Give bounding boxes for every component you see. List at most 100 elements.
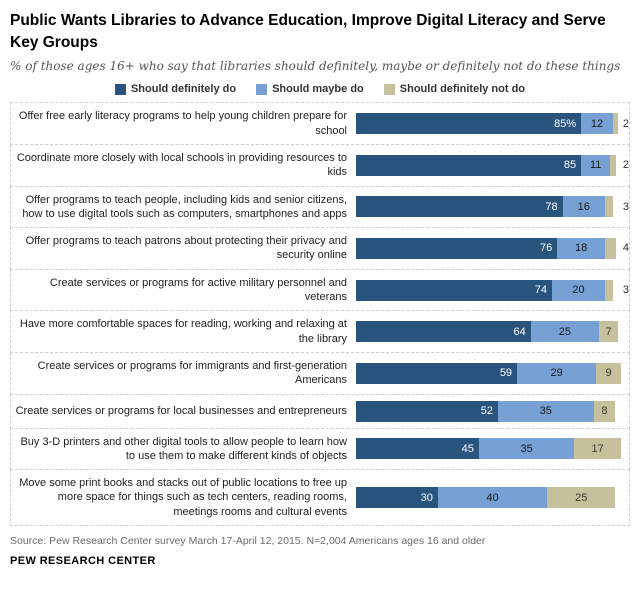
stacked-bar: 30 40 25	[356, 487, 629, 509]
bar-value: 64	[513, 325, 526, 338]
legend-swatch-not	[383, 83, 395, 95]
bar-value: 25	[558, 325, 571, 338]
bar-value: 85	[563, 159, 577, 172]
bar-segment-maybe: 20	[552, 279, 605, 301]
bar-value: 76	[540, 242, 553, 255]
chart-row: Create services or programs for active m…	[10, 268, 630, 312]
bar-value: 18	[575, 242, 588, 255]
bar-segment-maybe: 16	[562, 196, 605, 218]
bar-segment-definitely: 52	[356, 400, 498, 422]
bar-value: 17	[591, 442, 604, 455]
row-label: Buy 3-D printers and other digital tools…	[20, 435, 347, 462]
bar-value: 8	[601, 405, 608, 418]
bar-segment-maybe: 35	[478, 438, 575, 460]
bar-segment-not: 17	[574, 438, 621, 460]
bar-segment-maybe: 29	[517, 362, 597, 384]
stacked-bar: 78 16	[356, 196, 621, 218]
bar-area: 45 35 17	[356, 438, 629, 460]
bar-segment-maybe: 18	[557, 237, 605, 259]
stacked-bar: 45 35 17	[356, 438, 629, 460]
bar-segment-definitely: 45	[356, 438, 479, 460]
bar-segment-maybe: 12	[581, 113, 613, 135]
bar-segment-maybe: 35	[497, 400, 594, 422]
legend-swatch-definitely	[114, 83, 126, 95]
bar-area: 85% 12 2	[356, 113, 629, 135]
bar-area: 76 18 4	[356, 237, 629, 259]
bar-value: 35	[520, 442, 533, 455]
bar-area: 85 11 2	[356, 154, 629, 176]
bar-value: 74	[534, 284, 547, 297]
stacked-bar: 85 11	[356, 154, 621, 176]
bar-value: 78	[545, 200, 558, 213]
stacked-bar: 59 29 9	[356, 362, 629, 384]
bar-segment-not: 9	[596, 362, 621, 384]
legend-item-maybe: Should maybe do	[256, 83, 364, 95]
bar-segment-maybe: 11	[581, 154, 611, 176]
bar-segment-definitely: 85%	[356, 113, 582, 135]
chart-row: Buy 3-D printers and other digital tools…	[10, 427, 630, 471]
bar-value-outside: 3	[622, 284, 629, 297]
bar-segment-maybe: 25	[530, 321, 599, 343]
footer-brand: PEW RESEARCH CENTER	[10, 555, 156, 568]
bar-value: 9	[605, 367, 612, 380]
bar-value-outside: 2	[622, 159, 629, 172]
row-label: Create services or programs for local bu…	[15, 404, 347, 417]
bar-value: 11	[589, 159, 602, 172]
bar-value: 25	[575, 491, 588, 504]
stacked-bar: 74 20	[356, 279, 621, 301]
stacked-bar: 85% 12	[356, 113, 621, 135]
legend-label-definitely: Should definitely do	[130, 83, 237, 96]
bar-segment-definitely: 76	[356, 237, 558, 259]
legend-item-definitely: Should definitely do	[114, 83, 237, 96]
bar-value: 85%	[554, 117, 577, 130]
source-note: Source: Pew Research Center survey March…	[10, 535, 486, 548]
bar-segment-definitely: 64	[356, 321, 531, 343]
bar-value: 35	[539, 405, 552, 418]
chart-row: Offer programs to teach patrons about pr…	[10, 227, 630, 270]
chart-rows: Offer free early literacy programs to he…	[10, 102, 630, 527]
row-label: Have more comfortable spaces for reading…	[19, 318, 347, 345]
row-label: Offer programs to teach people, includin…	[22, 193, 347, 220]
row-label: Coordinate more closely with local schoo…	[16, 151, 347, 179]
chart-row: Coordinate more closely with local schoo…	[10, 143, 630, 187]
bar-segment-definitely: 59	[356, 362, 518, 384]
bar-value-outside: 4	[622, 242, 629, 255]
bar-value: 20	[572, 284, 585, 297]
legend-swatch-maybe	[256, 83, 268, 95]
bar-value: 16	[577, 200, 590, 213]
stacked-bar: 76 18	[356, 237, 621, 259]
chart-row: Offer free early literacy programs to he…	[10, 102, 630, 145]
bar-value: 59	[499, 367, 513, 380]
stacked-bar: 52 35 8	[356, 400, 629, 422]
legend: Should definitely do Should maybe do Sho…	[10, 83, 630, 95]
bar-value: 29	[550, 367, 563, 380]
bar-area: 74 20 3	[356, 279, 629, 301]
bar-segment-definitely: 30	[356, 487, 438, 509]
bar-segment-definitely: 85	[356, 154, 582, 176]
bar-value: 12	[590, 117, 604, 130]
row-label: Create services or programs for immigran…	[37, 359, 347, 387]
bar-segment-not: 7	[598, 321, 619, 343]
legend-label-not: Should definitely not do	[399, 83, 526, 96]
bar-value: 30	[420, 491, 433, 504]
bar-value-outside: 3	[622, 200, 629, 213]
bar-segment-not: 25	[547, 487, 616, 509]
bar-segment-not	[604, 279, 613, 301]
chart-row: Create services or programs for local bu…	[10, 393, 630, 429]
bar-segment-definitely: 74	[356, 279, 552, 301]
bar-value: 40	[486, 491, 499, 504]
row-label: Offer free early literacy programs to he…	[18, 110, 347, 137]
bar-value-outside: 2	[622, 117, 629, 130]
chart-row: Create services or programs for immigran…	[10, 351, 630, 395]
chart-row: Move some print books and stacks out of …	[10, 469, 630, 527]
bar-segment-not	[604, 196, 613, 218]
chart-subtitle: % of those ages 16+ who say that librari…	[10, 59, 621, 74]
bar-area: 59 29 9	[356, 362, 629, 384]
legend-label-maybe: Should maybe do	[272, 83, 364, 96]
bar-value: 7	[605, 325, 612, 338]
bar-segment-not	[612, 113, 619, 135]
row-label: Offer programs to teach patrons about pr…	[25, 235, 347, 262]
row-label: Move some print books and stacks out of …	[19, 477, 347, 518]
bar-area: 78 16 3	[356, 196, 629, 218]
